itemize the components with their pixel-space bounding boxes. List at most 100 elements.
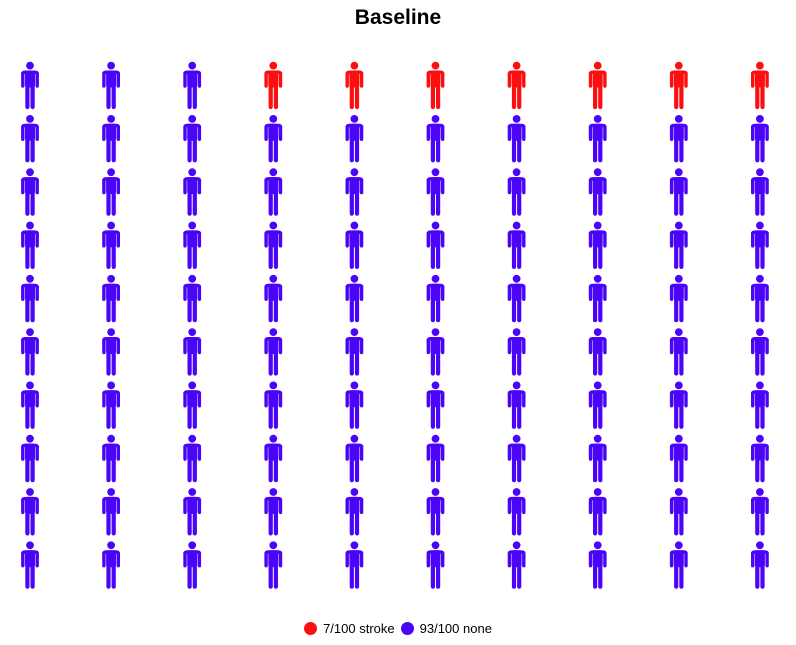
person-icon-none	[426, 328, 445, 376]
person-icon-none	[426, 168, 445, 216]
person-icon-stroke	[669, 61, 688, 110]
person-icon-none	[102, 274, 121, 323]
person-icon-none	[507, 488, 526, 536]
person-icon-none	[588, 274, 607, 323]
person-icon-none	[264, 115, 283, 163]
person-icon-none	[507, 168, 526, 216]
person-icon-none	[426, 221, 445, 269]
person-icon-none	[588, 434, 607, 483]
person-icon-none	[102, 168, 121, 216]
person-icon-none	[345, 381, 364, 429]
person-icon-none	[751, 488, 769, 536]
person-icon-none	[426, 381, 445, 429]
person-icon-none	[588, 381, 607, 429]
person-icon-none	[21, 274, 39, 323]
person-icon-none	[102, 221, 121, 269]
person-icon-none	[669, 434, 688, 483]
person-icon-none	[183, 115, 202, 163]
person-icon-none	[183, 541, 202, 589]
legend-label-none: 93/100 none	[419, 621, 492, 636]
person-icon-none	[507, 274, 526, 323]
legend: 7/100 stroke 93/100 none	[0, 621, 796, 636]
person-icon-none	[751, 115, 769, 163]
person-icon-stroke	[588, 61, 607, 110]
person-icon-none	[426, 434, 445, 483]
person-icon-none	[102, 541, 121, 589]
person-icon-none	[669, 541, 688, 589]
legend-swatch-none	[400, 622, 414, 635]
legend-swatch-stroke	[304, 622, 318, 635]
person-icon-none	[669, 328, 688, 376]
person-icon-none	[183, 221, 202, 269]
person-icon-none	[183, 61, 202, 110]
person-icon-none	[669, 274, 688, 323]
person-icon-none	[345, 274, 364, 323]
person-icon-none	[21, 328, 39, 376]
person-icon-none	[183, 168, 202, 216]
person-icon-none	[264, 168, 283, 216]
person-icon-none	[426, 115, 445, 163]
person-icon-none	[426, 541, 445, 589]
person-icon-none	[21, 541, 39, 589]
person-icon-none	[588, 168, 607, 216]
person-icon-none	[588, 115, 607, 163]
person-icon-none	[102, 434, 121, 483]
legend-item-none: 93/100 none	[400, 621, 492, 636]
person-icon-none	[183, 381, 202, 429]
person-icon-stroke	[426, 61, 445, 110]
person-icon-none	[264, 221, 283, 269]
person-icon-none	[183, 434, 202, 483]
person-icon-none	[21, 434, 39, 483]
person-icon-none	[751, 168, 769, 216]
person-icon-none	[669, 488, 688, 536]
person-icon-none	[507, 434, 526, 483]
person-icon-none	[21, 61, 39, 110]
person-icon-stroke	[345, 61, 364, 110]
person-icon-none	[264, 381, 283, 429]
person-icon-none	[751, 221, 769, 269]
person-icon-none	[751, 541, 769, 589]
person-icon-none	[102, 61, 121, 110]
person-icon-none	[588, 221, 607, 269]
person-icon-none	[507, 328, 526, 376]
person-icon-none	[426, 488, 445, 536]
person-icon-none	[345, 541, 364, 589]
person-icon-none	[669, 221, 688, 269]
person-icon-none	[669, 168, 688, 216]
person-icon-none	[751, 328, 769, 376]
person-icon-none	[21, 115, 39, 163]
chart-title: Baseline	[354, 6, 442, 29]
person-icon-none	[21, 381, 39, 429]
person-icon-none	[751, 274, 769, 323]
person-icon-none	[507, 115, 526, 163]
legend-label-stroke: 7/100 stroke	[323, 621, 395, 636]
person-icon-none	[21, 221, 39, 269]
person-icon-none	[264, 434, 283, 483]
person-icon-none	[183, 274, 202, 323]
person-icon-none	[507, 221, 526, 269]
person-icon-none	[264, 328, 283, 376]
person-icon-none	[183, 328, 202, 376]
person-icon-none	[751, 381, 769, 429]
person-icon-none	[264, 541, 283, 589]
person-icon-none	[588, 328, 607, 376]
person-icon-none	[102, 488, 121, 536]
legend-item-stroke: 7/100 stroke	[304, 621, 395, 636]
person-icon-none	[588, 541, 607, 589]
person-icon-none	[751, 434, 769, 483]
person-icon-stroke	[507, 61, 526, 110]
person-icon-stroke	[264, 61, 283, 110]
person-icon-none	[345, 221, 364, 269]
person-icon-none	[669, 381, 688, 429]
person-icon-none	[102, 115, 121, 163]
person-icon-none	[507, 381, 526, 429]
person-icon-none	[507, 541, 526, 589]
person-icon-none	[264, 488, 283, 536]
person-icon-none	[21, 168, 39, 216]
person-icon-none	[102, 381, 121, 429]
person-icon-none	[345, 115, 364, 163]
person-icon-none	[345, 488, 364, 536]
person-icon-none	[345, 168, 364, 216]
